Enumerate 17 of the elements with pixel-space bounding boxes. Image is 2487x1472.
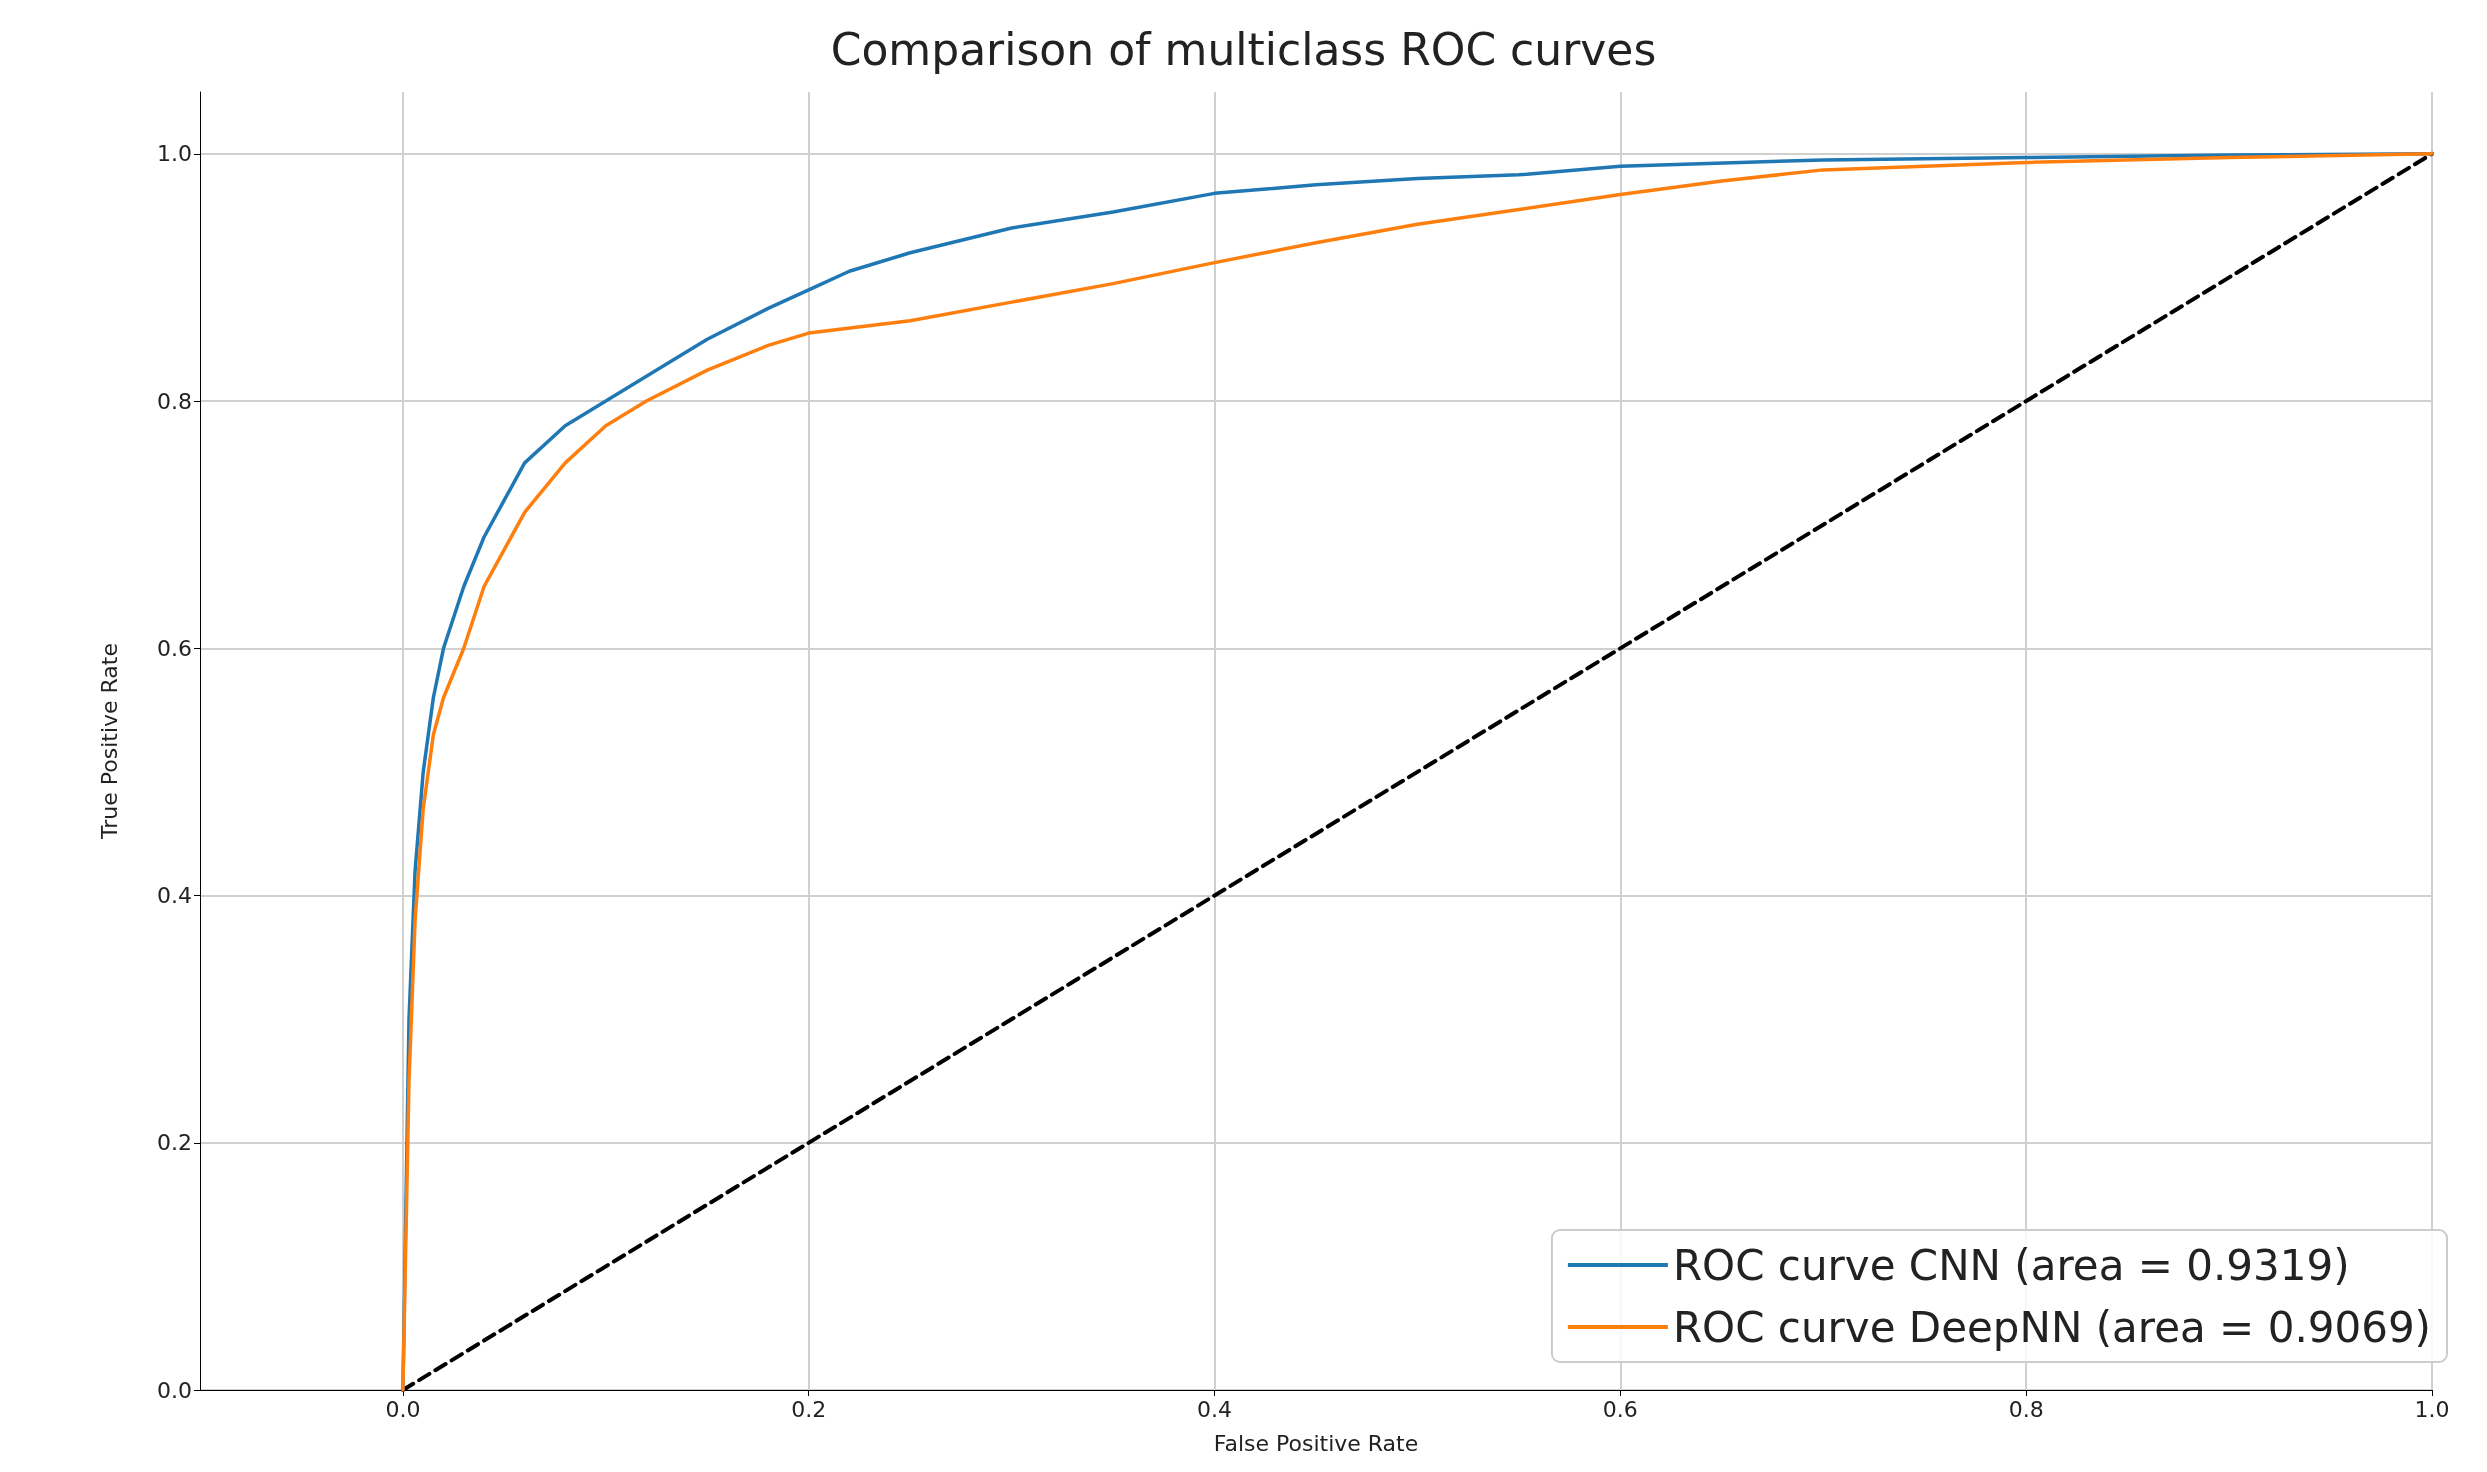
x-tick-label: 0.0 bbox=[385, 1396, 421, 1422]
chart-title: Comparison of multiclass ROC curves bbox=[830, 23, 1657, 75]
x-tick-label: 0.6 bbox=[1602, 1396, 1638, 1422]
y-tick-label: 0.4 bbox=[157, 883, 192, 909]
y-axis-title: True Positive Rate bbox=[96, 643, 122, 840]
legend-label: ROC curve DeepNN (area = 0.9069) bbox=[1672, 1302, 2431, 1352]
x-tick-label: 1.0 bbox=[2414, 1396, 2450, 1422]
x-tick-label: 0.4 bbox=[1197, 1396, 1233, 1422]
y-tick-label: 0.8 bbox=[157, 388, 192, 414]
x-axis-title: False Positive Rate bbox=[1213, 1430, 1419, 1456]
y-tick-label: 0.6 bbox=[157, 635, 192, 661]
x-tick-label: 0.8 bbox=[2008, 1396, 2044, 1422]
legend-label: ROC curve CNN (area = 0.9319) bbox=[1672, 1240, 2350, 1290]
y-tick-label: 1.0 bbox=[157, 141, 192, 167]
y-tick-label: 0.0 bbox=[157, 1377, 192, 1403]
x-tick-label: 0.2 bbox=[791, 1396, 827, 1422]
y-tick-label: 0.2 bbox=[157, 1130, 192, 1156]
